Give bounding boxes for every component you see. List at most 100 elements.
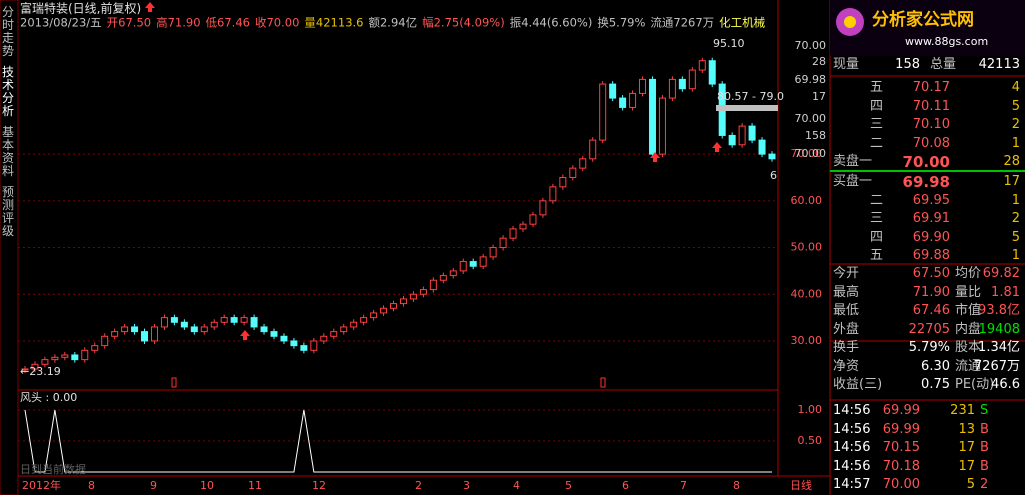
stat-value: 7267万 [973,358,1020,374]
book-label: 二 [870,135,884,151]
candle [399,298,407,305]
stat-label: 均价 [955,266,982,281]
candle [390,303,398,309]
x-tick-label: 2 [415,479,422,492]
book-label: 三 [870,211,884,226]
candle [409,293,417,300]
stat-label: 内盘 [955,321,982,337]
candle [748,125,756,141]
candle [708,60,716,85]
book-price: 69.88 [912,248,950,263]
axis-overlay: 69.98 [795,73,827,86]
header-info: 幅2.75(4.09%) [422,16,505,30]
book-price: 69.98 [902,173,950,191]
tab: 预测评级 [2,185,15,238]
candle [280,335,288,342]
candle [111,331,119,337]
candle [629,92,637,108]
candle [260,326,268,333]
candle [250,317,258,328]
candle [170,317,178,323]
tick-volume: 13 [958,421,975,437]
book-volume: 5 [1011,98,1020,114]
book-volume: 2 [1011,211,1020,226]
tick-volume: 17 [958,458,975,474]
stat-label: 量比 [955,284,982,300]
book-volume: 4 [1011,80,1020,95]
annotation: 80.57 - 79.0 [717,90,784,103]
stat-value: 1.81 [991,284,1020,300]
candle [121,326,129,333]
stat-value: 67.46 [912,303,950,318]
book-label: 三 [870,117,884,132]
stat-label: 今开 [833,266,860,281]
x-tick-label: 7 [680,479,687,492]
y-tick-label: 70.00 [791,147,823,160]
annotation: ←23.19 [20,365,61,378]
tick-price: 70.15 [882,440,920,455]
candle [529,214,537,225]
header-info: 换5.79% [597,16,645,30]
candle [141,331,149,342]
candle [31,363,39,370]
book-label: 四 [870,98,884,114]
book-price: 70.17 [912,80,950,95]
candle [738,125,746,146]
tick-side: 2 [980,477,989,492]
stat-value: 6.30 [921,358,950,374]
candle [429,279,437,291]
tick-side: S [980,403,989,418]
logo-icon [844,16,856,28]
tick-price: 70.18 [882,458,920,474]
candle [439,275,447,281]
candle [489,247,497,258]
candle [758,139,766,155]
header-info: 开67.50 [107,16,151,30]
candle [479,256,487,267]
tick-price: 69.99 [882,421,920,437]
candle [569,167,577,178]
candle [91,345,99,351]
tick-time: 14:56 [833,458,871,474]
book-volume: 17 [1003,174,1020,189]
tick-time: 14:56 [833,421,871,437]
stat-value: 0.75 [921,377,950,392]
candle [51,356,59,361]
candle [300,345,308,351]
logo-url: www.88gs.com [905,35,988,48]
stat-value: 69.82 [982,266,1020,281]
candle [619,97,627,108]
axis-overlay: 28 [812,55,826,68]
header-info: 额2.94亿 [368,16,417,30]
candle [559,176,567,188]
stat-value: 19408 [978,321,1020,337]
up-arrow [712,142,722,152]
candle [190,326,198,333]
candle [609,83,617,99]
header-info: 高71.90 [156,16,200,30]
candle [360,317,368,323]
tick-volume: 17 [958,440,975,455]
candle [131,326,139,333]
book-price: 69.95 [912,192,950,208]
axis-overlay: 70.00 [795,147,827,160]
tick-time: 14:56 [833,403,871,418]
tab: 技术分析 [2,65,15,118]
logo-title: 分析家公式网 [872,9,974,30]
stat-value: 46.6 [991,377,1020,392]
candle [728,134,736,146]
axis-overlay: 158 [805,129,826,142]
header-info: 振4.44(6.60%) [510,16,593,30]
candle [579,158,587,169]
book-volume: 2 [1011,117,1020,132]
x-tick-label: 4 [513,479,520,492]
stat-label: 最低 [833,303,860,318]
book-label: 五 [870,248,884,263]
x-tick-label: 11 [248,479,262,492]
y-tick-label: 40.00 [791,287,823,300]
axis-overlay: 17 [812,90,826,103]
annotation: 95.10 [713,37,745,50]
candle [61,354,69,358]
axis-overlay: 70.00 [795,39,827,52]
